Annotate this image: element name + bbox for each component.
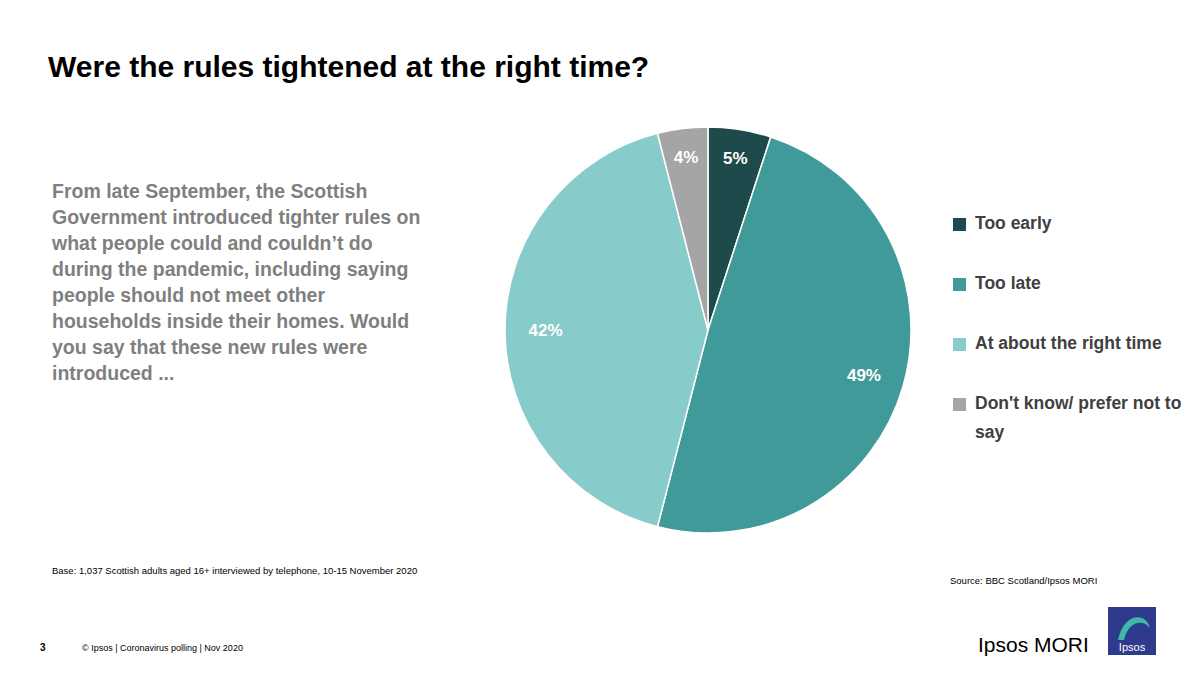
subtitle: From late September, the Scottish Govern… xyxy=(52,178,432,386)
legend-label: Don't know/ prefer not to say xyxy=(975,389,1193,447)
legend-swatch xyxy=(953,218,966,231)
legend-swatch xyxy=(953,338,966,351)
brand: Ipsos MORI xyxy=(978,633,1089,657)
source: Source: BBC Scotland/Ipsos MORI xyxy=(950,575,1097,586)
legend-label: Too late xyxy=(975,269,1193,298)
slices xyxy=(505,127,911,533)
pie-slice xyxy=(658,127,708,330)
legend-label: At about the right time xyxy=(975,329,1193,358)
page-number: 3 xyxy=(40,642,46,653)
data-labels: 5% 49% 42% 4% xyxy=(529,148,881,386)
data-label: 4% xyxy=(674,148,699,167)
footer-text: © Ipsos | Coronavirus polling | Nov 2020 xyxy=(82,643,243,653)
title: Were the rules tightened at the right ti… xyxy=(48,50,649,84)
slide: Were the rules tightened at the right ti… xyxy=(0,0,1200,675)
legend-swatch xyxy=(953,398,966,411)
data-label: 5% xyxy=(723,149,748,168)
data-label: 42% xyxy=(529,321,563,340)
data-label: 49% xyxy=(847,366,881,385)
logo-box xyxy=(1108,607,1156,655)
logo-text: Ipsos xyxy=(1119,641,1146,653)
note: Base: 1,037 Scottish adults aged 16+ int… xyxy=(52,565,417,576)
legend-swatch xyxy=(953,278,966,291)
legend-label: Too early xyxy=(975,209,1193,238)
logo: Ipsos xyxy=(1108,607,1156,655)
logo-swirl xyxy=(1118,617,1150,640)
